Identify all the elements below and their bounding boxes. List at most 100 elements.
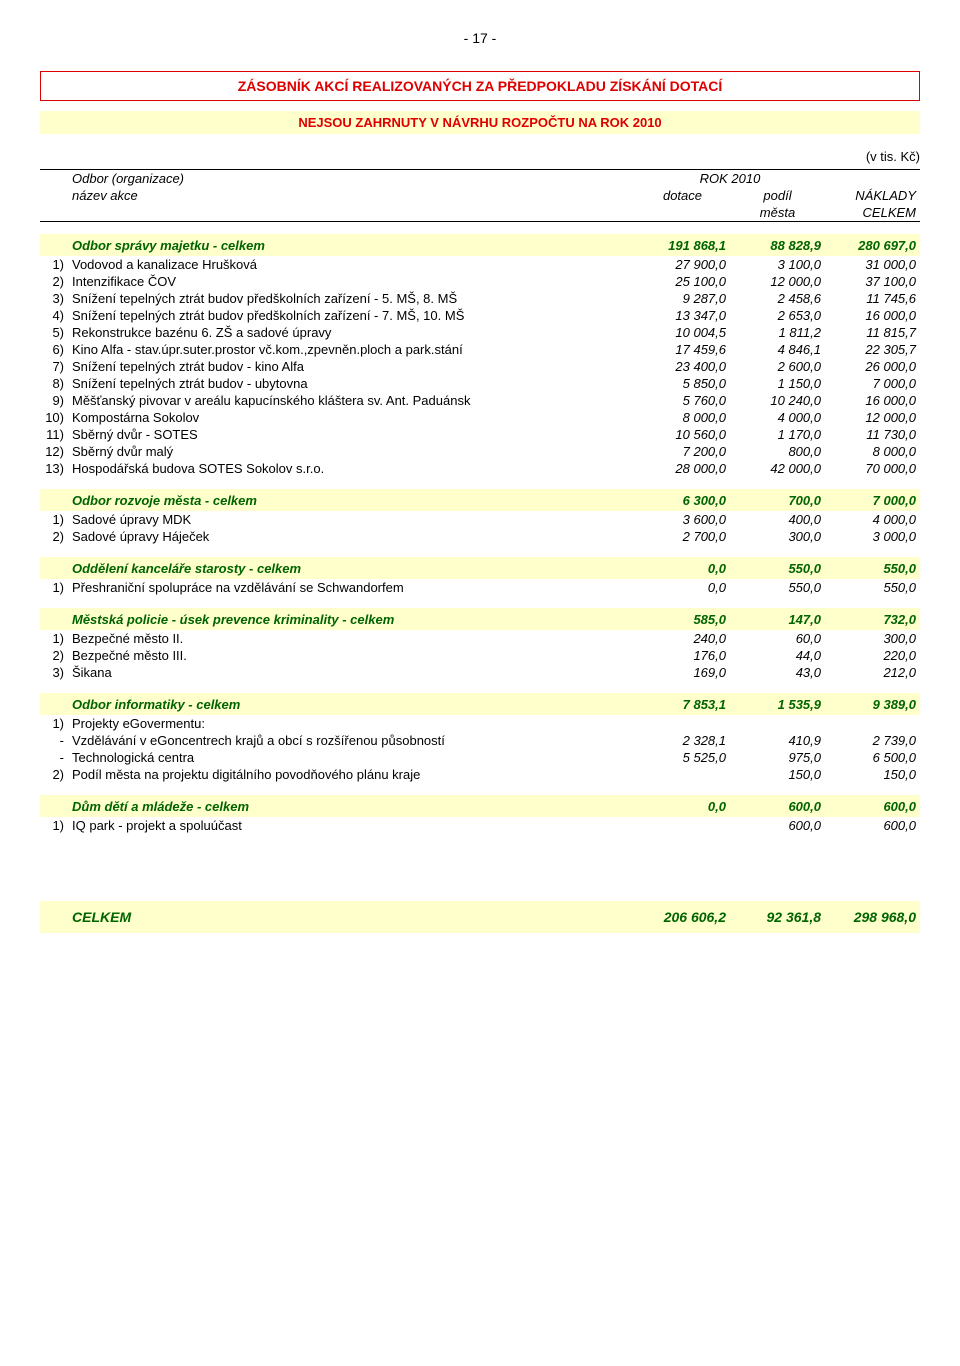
section-title: Městská policie - úsek prevence kriminal…: [68, 608, 635, 630]
row-v1: 169,0: [635, 664, 730, 681]
row-num: 12): [40, 443, 68, 460]
section-v2: 88 828,9: [730, 234, 825, 256]
row-label: Sběrný dvůr - SOTES: [68, 426, 635, 443]
row-v1: 13 347,0: [635, 307, 730, 324]
row-v3: 8 000,0: [825, 443, 920, 460]
data-row: 1)Vodovod a kanalizace Hrušková27 900,03…: [40, 256, 920, 273]
row-v1: [635, 766, 730, 783]
row-label: Technologická centra: [68, 749, 635, 766]
data-row: 1)Projekty eGovermentu:: [40, 715, 920, 732]
data-row: 1)Bezpečné město II.240,060,0300,0: [40, 630, 920, 647]
row-label: Vodovod a kanalizace Hrušková: [68, 256, 635, 273]
row-v3: 7 000,0: [825, 375, 920, 392]
row-label: Šikana: [68, 664, 635, 681]
row-v1: 10 560,0: [635, 426, 730, 443]
section-v1: 0,0: [635, 557, 730, 579]
row-num: 2): [40, 647, 68, 664]
row-v2: 60,0: [730, 630, 825, 647]
data-row: 11)Sběrný dvůr - SOTES10 560,01 170,011 …: [40, 426, 920, 443]
row-label: Sběrný dvůr malý: [68, 443, 635, 460]
row-v1: [635, 715, 730, 732]
row-v3: 150,0: [825, 766, 920, 783]
row-label: Snížení tepelných ztrát budov - ubytovna: [68, 375, 635, 392]
row-num: 13): [40, 460, 68, 477]
row-v3: 11 745,6: [825, 290, 920, 307]
row-v2: 1 811,2: [730, 324, 825, 341]
row-v2: 1 170,0: [730, 426, 825, 443]
row-v2: 2 458,6: [730, 290, 825, 307]
data-row: 2)Podíl města na projektu digitálního po…: [40, 766, 920, 783]
row-v1: 27 900,0: [635, 256, 730, 273]
row-num: 1): [40, 715, 68, 732]
row-v3: 22 305,7: [825, 341, 920, 358]
row-num: 2): [40, 766, 68, 783]
row-v2: 400,0: [730, 511, 825, 528]
row-v3: 212,0: [825, 664, 920, 681]
data-row: 10)Kompostárna Sokolov8 000,04 000,012 0…: [40, 409, 920, 426]
row-v2: [730, 715, 825, 732]
row-num: 1): [40, 256, 68, 273]
row-label: Intenzifikace ČOV: [68, 273, 635, 290]
data-row: -Vzdělávání v eGoncentrech krajů a obcí …: [40, 732, 920, 749]
data-row: 13)Hospodářská budova SOTES Sokolov s.r.…: [40, 460, 920, 477]
grand-total-v3: 298 968,0: [825, 901, 920, 933]
units-label: (v tis. Kč): [40, 149, 920, 164]
row-v2: 4 000,0: [730, 409, 825, 426]
section-v1: 585,0: [635, 608, 730, 630]
subtitle-band: NEJSOU ZAHRNUTY V NÁVRHU ROZPOČTU NA ROK…: [40, 111, 920, 134]
row-num: 9): [40, 392, 68, 409]
row-v2: 3 100,0: [730, 256, 825, 273]
row-label: Měšťanský pivovar v areálu kapucínského …: [68, 392, 635, 409]
row-v3: 31 000,0: [825, 256, 920, 273]
row-v2: 600,0: [730, 817, 825, 834]
section-title: Odbor správy majetku - celkem: [68, 234, 635, 256]
row-v3: 3 000,0: [825, 528, 920, 545]
row-v1: 17 459,6: [635, 341, 730, 358]
row-v2: 42 000,0: [730, 460, 825, 477]
row-v1: 25 100,0: [635, 273, 730, 290]
header-row-1: Odbor (organizace) ROK 2010: [40, 170, 920, 188]
row-num: 6): [40, 341, 68, 358]
section-v1: 7 853,1: [635, 693, 730, 715]
hdr-mesta: města: [730, 204, 825, 222]
row-v2: 550,0: [730, 579, 825, 596]
row-v2: 4 846,1: [730, 341, 825, 358]
main-table: Odbor (organizace) ROK 2010 název akce d…: [40, 169, 920, 933]
data-row: 9)Měšťanský pivovar v areálu kapucínskéh…: [40, 392, 920, 409]
hdr-naklady: NÁKLADY: [825, 187, 920, 204]
row-label: Bezpečné město III.: [68, 647, 635, 664]
row-v1: 176,0: [635, 647, 730, 664]
data-row: -Technologická centra5 525,0975,06 500,0: [40, 749, 920, 766]
row-label: IQ park - projekt a spoluúčast: [68, 817, 635, 834]
data-row: 3)Šikana169,043,0212,0: [40, 664, 920, 681]
section-v3: 280 697,0: [825, 234, 920, 256]
row-v3: 220,0: [825, 647, 920, 664]
section-v2: 147,0: [730, 608, 825, 630]
section-header: Odbor správy majetku - celkem191 868,188…: [40, 234, 920, 256]
row-v3: 37 100,0: [825, 273, 920, 290]
row-num: -: [40, 749, 68, 766]
row-v1: 7 200,0: [635, 443, 730, 460]
row-num: 2): [40, 273, 68, 290]
data-row: 7)Snížení tepelných ztrát budov - kino A…: [40, 358, 920, 375]
data-row: 2)Bezpečné město III.176,044,0220,0: [40, 647, 920, 664]
data-row: 1)IQ park - projekt a spoluúčast600,0600…: [40, 817, 920, 834]
row-v3: 26 000,0: [825, 358, 920, 375]
section-title: Dům dětí a mládeže - celkem: [68, 795, 635, 817]
row-label: Přeshraniční spolupráce na vzdělávání se…: [68, 579, 635, 596]
row-v2: 43,0: [730, 664, 825, 681]
section-header: Dům dětí a mládeže - celkem0,0600,0600,0: [40, 795, 920, 817]
row-num: 11): [40, 426, 68, 443]
data-row: 6)Kino Alfa - stav.úpr.suter.prostor vč.…: [40, 341, 920, 358]
row-v1: [635, 817, 730, 834]
data-row: 2)Sadové úpravy Háječek2 700,0300,03 000…: [40, 528, 920, 545]
row-label: Rekonstrukce bazénu 6. ZŠ a sadové úprav…: [68, 324, 635, 341]
row-v2: 410,9: [730, 732, 825, 749]
section-title: Odbor rozvoje města - celkem: [68, 489, 635, 511]
row-num: 10): [40, 409, 68, 426]
data-row: 1)Přeshraniční spolupráce na vzdělávání …: [40, 579, 920, 596]
section-v1: 0,0: [635, 795, 730, 817]
row-v1: 2 328,1: [635, 732, 730, 749]
grand-total-row: CELKEM 206 606,2 92 361,8 298 968,0: [40, 901, 920, 933]
row-num: 1): [40, 579, 68, 596]
